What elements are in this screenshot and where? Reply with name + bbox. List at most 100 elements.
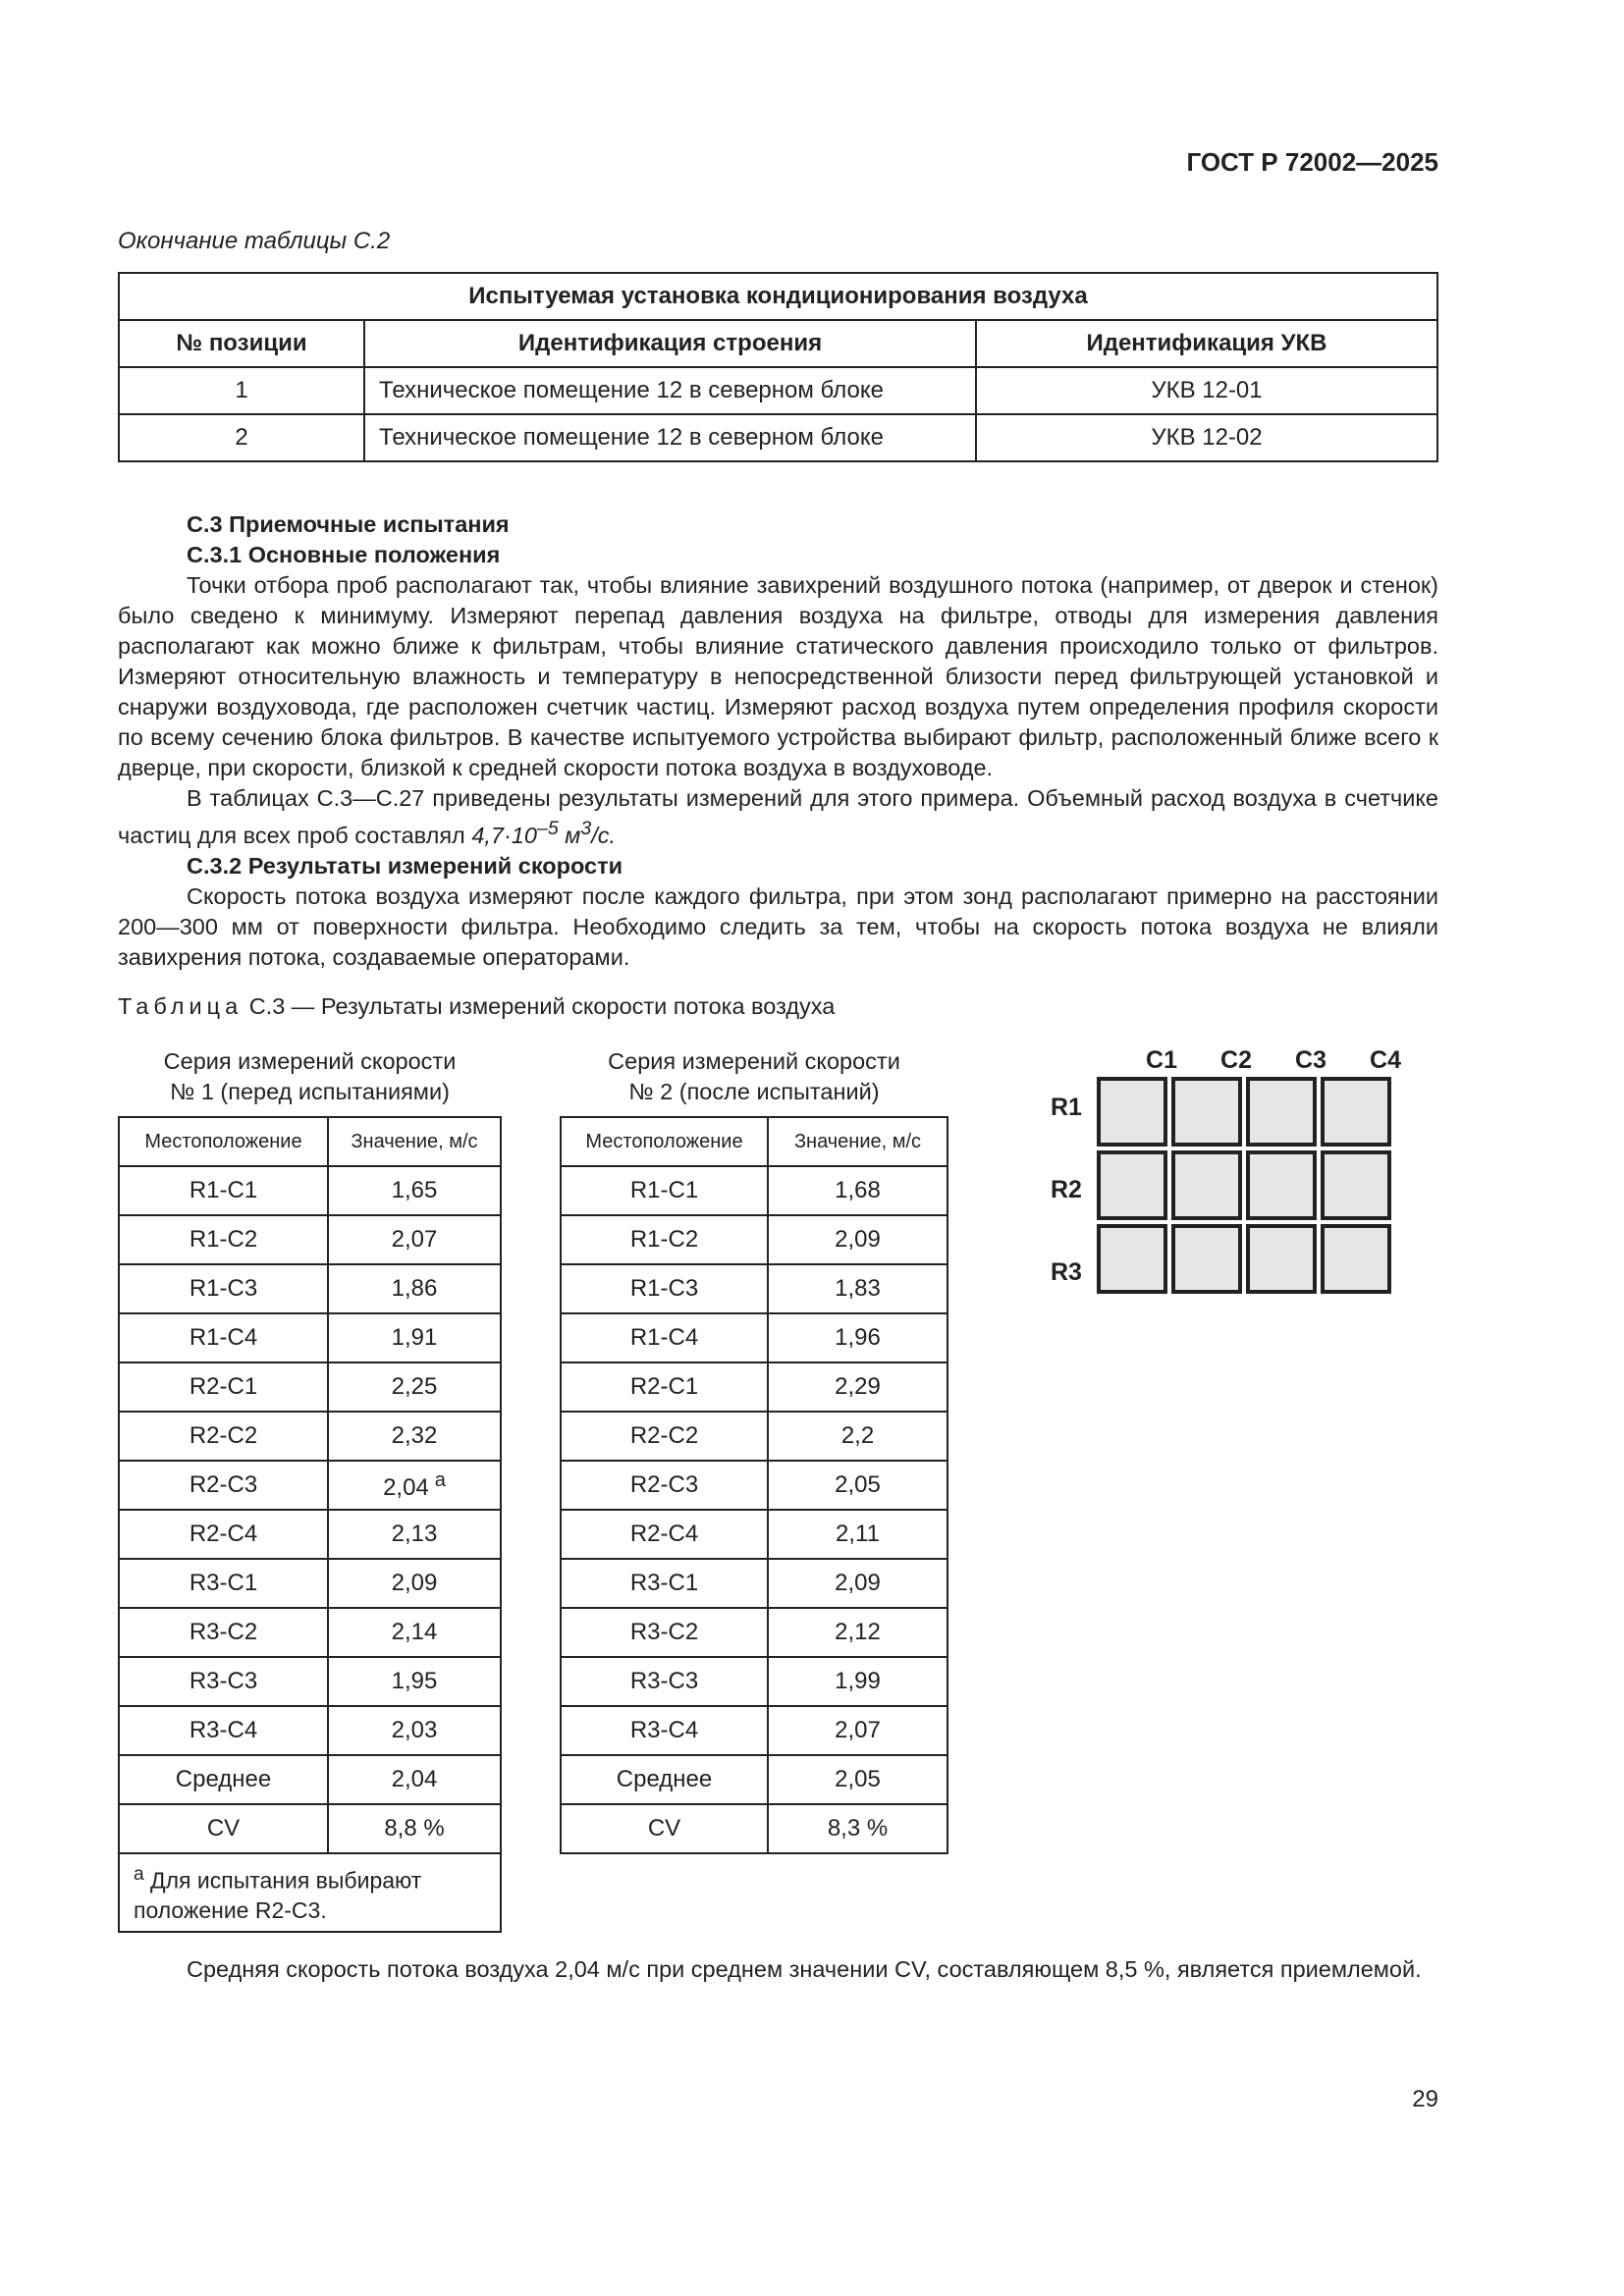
filter-cell-r2-c4 [1321, 1150, 1391, 1220]
value-cell: 2,09 [767, 1214, 948, 1265]
table-caption: Таблица С.3 — Результаты измерений скоро… [118, 993, 836, 1019]
table-row: R2-C2 2,32 [118, 1411, 502, 1462]
location-cell: R2-C4 [118, 1509, 329, 1560]
value-cell: 1,68 [767, 1165, 948, 1216]
table-row: 2 Техническое помещение 12 в северном бл… [118, 413, 1438, 462]
flow-rate-value: 4,7·10–5 м3/с. [471, 818, 617, 848]
table-row: R3-C4 2,07 [560, 1705, 948, 1756]
cell: Техническое помещение 12 в северном блок… [363, 413, 977, 462]
table-row: R1-C2 2,07 [118, 1214, 502, 1265]
column-header: № позиции [118, 319, 365, 368]
table-row: R1-C2 2,09 [560, 1214, 948, 1265]
grid-col-label: C2 [1220, 1046, 1252, 1074]
value-cell: 2,04 a [327, 1460, 502, 1511]
filter-cell-r3-c3 [1246, 1224, 1317, 1294]
location-cell: R2-C1 [560, 1362, 769, 1413]
value-cell: 2,11 [767, 1509, 948, 1560]
table-row: R1-C4 1,96 [560, 1312, 948, 1363]
document-code: ГОСТ Р 72002—2025 [1186, 147, 1438, 177]
location-cell: R3-C3 [118, 1656, 329, 1707]
section-c3: С.3 Приемочные испытания С.3.1 Основные … [118, 509, 1438, 973]
value-cell: 1,91 [327, 1312, 502, 1363]
value-cell: 1,99 [767, 1656, 948, 1707]
table-row: Среднее 2,04 [118, 1754, 502, 1805]
value-cell: 2,09 [767, 1558, 948, 1609]
heading-c32: С.3.2 Результаты измерений скорости [187, 852, 623, 879]
grid-col-label: C4 [1370, 1046, 1401, 1074]
table-row: 1 Техническое помещение 12 в северном бл… [118, 366, 1438, 415]
value-cell: 2,13 [327, 1509, 502, 1560]
table-continuation-label: Окончание таблицы С.2 [118, 228, 391, 254]
table-c2: Испытуемая установка кондиционирования в… [118, 272, 1438, 462]
cell: УКВ 12-02 [975, 413, 1438, 462]
value-cell: 2,12 [767, 1607, 948, 1658]
table-row: CV 8,8 % [118, 1803, 502, 1854]
location-cell: R3-C1 [560, 1558, 769, 1609]
grid-col-label: C1 [1146, 1046, 1177, 1074]
location-cell: R2-C2 [560, 1411, 769, 1462]
footnote-mark: a [434, 1468, 446, 1491]
table-row: R3-C2 2,14 [118, 1607, 502, 1658]
table-row: R1-C1 1,65 [118, 1165, 502, 1216]
series1-table: Местоположение Значение, м/с R1-C1 1,65 R1-… [118, 1116, 502, 1933]
location-cell: R1-C3 [560, 1263, 769, 1314]
table-row: Среднее 2,05 [560, 1754, 948, 1805]
table-row: R3-C3 1,99 [560, 1656, 948, 1707]
value-cell: 2,09 [327, 1558, 502, 1609]
grid-row-label: R2 [1051, 1176, 1082, 1203]
grid-col-label: C3 [1295, 1046, 1326, 1074]
value-cell: 1,83 [767, 1263, 948, 1314]
table-row: R2-C3 2,04 a [118, 1460, 502, 1511]
value-cell: 2,07 [327, 1214, 502, 1265]
location-cell: R1-C4 [118, 1312, 329, 1363]
value-cell: 2,04 [327, 1754, 502, 1805]
filter-cell-r1-c4 [1321, 1077, 1391, 1147]
paragraph: Точки отбора проб располагают так, чтобы… [118, 572, 1438, 780]
location-cell: Среднее [560, 1754, 769, 1805]
table-row: R1-C3 1,86 [118, 1263, 502, 1314]
cell: Техническое помещение 12 в северном блок… [363, 366, 977, 415]
series1-title: Серия измерений скорости № 1 (перед испыт… [163, 1048, 457, 1104]
location-cell: R2-C3 [560, 1460, 769, 1511]
column-header: Значение, м/с [767, 1116, 948, 1167]
location-cell: R1-C2 [560, 1214, 769, 1265]
location-cell: R2-C3 [118, 1460, 329, 1511]
filter-grid-diagram [1097, 1077, 1391, 1294]
location-cell: R1-C1 [118, 1165, 329, 1216]
value-cell: 2,07 [767, 1705, 948, 1756]
paragraph: Скорость потока воздуха измеряют после к… [118, 882, 1438, 970]
filter-cell-r2-c1 [1097, 1150, 1167, 1220]
page-number: 29 [1412, 2086, 1438, 2112]
cell: 2 [118, 413, 365, 462]
location-cell: R3-C2 [560, 1607, 769, 1658]
column-header: Местоположение [560, 1116, 769, 1167]
location-cell: R2-C1 [118, 1362, 329, 1413]
location-cell: Среднее [118, 1754, 329, 1805]
table-row: R3-C3 1,95 [118, 1656, 502, 1707]
value-cell: 1,86 [327, 1263, 502, 1314]
location-cell: R1-C3 [118, 1263, 329, 1314]
filter-cell-r1-c2 [1171, 1077, 1242, 1147]
column-header: Местоположение [118, 1116, 329, 1167]
value-cell: 1,95 [327, 1656, 502, 1707]
table-row: R2-C1 2,29 [560, 1362, 948, 1413]
value-cell: 1,96 [767, 1312, 948, 1363]
filter-cell-r3-c2 [1171, 1224, 1242, 1294]
filter-cell-r1-c3 [1246, 1077, 1317, 1147]
value-cell: 2,29 [767, 1362, 948, 1413]
column-header: Идентификация УКВ [975, 319, 1438, 368]
table-row: R3-C4 2,03 [118, 1705, 502, 1756]
series2-title: Серия измерений скорости № 2 (после испыт… [608, 1048, 900, 1104]
location-cell: R3-C4 [560, 1705, 769, 1756]
table-row: R2-C4 2,11 [560, 1509, 948, 1560]
location-cell: R3-C3 [560, 1656, 769, 1707]
value-cell: 2,05 [767, 1460, 948, 1511]
location-cell: R3-C2 [118, 1607, 329, 1658]
value-cell: 1,65 [327, 1165, 502, 1216]
filter-cell-r1-c1 [1097, 1077, 1167, 1147]
table-row: R3-C2 2,12 [560, 1607, 948, 1658]
value-cell: 2,2 [767, 1411, 948, 1462]
location-cell: R2-C4 [560, 1509, 769, 1560]
conclusion: Средняя скорость потока воздуха 2,04 м/с… [118, 1954, 1438, 1985]
column-header: Идентификация строения [363, 319, 977, 368]
